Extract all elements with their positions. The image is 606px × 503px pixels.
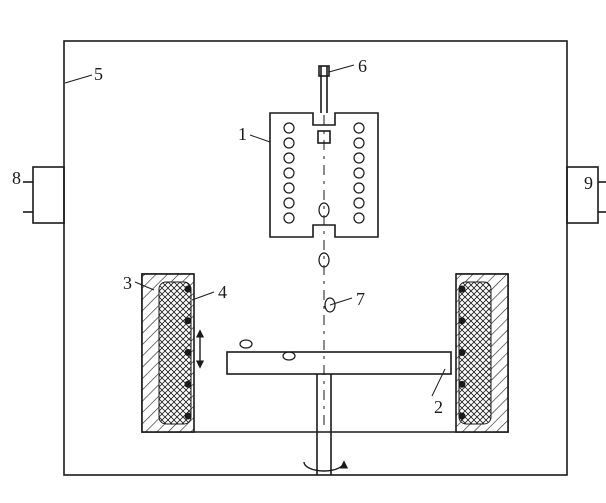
label-6: 6 — [358, 57, 367, 75]
label-4: 4 — [218, 283, 227, 301]
label-1: 1 — [238, 125, 247, 143]
label-7: 7 — [356, 290, 365, 308]
label-5: 5 — [94, 65, 103, 83]
diagram-svg — [0, 0, 606, 503]
label-3: 3 — [123, 274, 132, 292]
label-8: 8 — [12, 169, 21, 187]
diagram-canvas: 1 2 3 4 5 6 7 8 9 — [0, 0, 606, 503]
label-9: 9 — [584, 174, 593, 192]
label-2: 2 — [434, 398, 443, 416]
